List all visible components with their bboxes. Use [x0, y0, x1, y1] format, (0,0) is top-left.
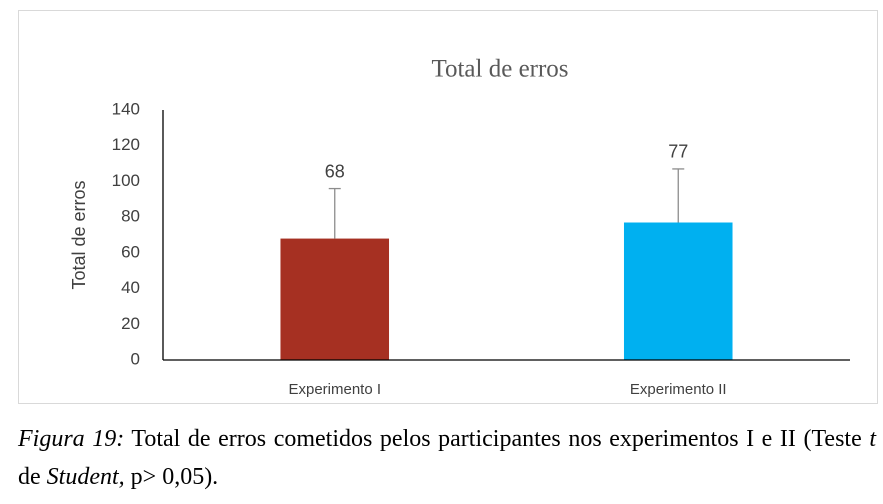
chart-title: Total de erros [431, 56, 568, 83]
chart: Total de erros Total de erros 0 20 40 60 80 1… [18, 10, 878, 404]
y-tick-label: 120 [112, 135, 140, 154]
y-tick-label: 20 [121, 314, 140, 333]
data-label: 77 [668, 142, 688, 162]
y-tick-label: 140 [112, 99, 140, 118]
y-tick-label: 80 [121, 207, 140, 226]
data-label: 68 [325, 161, 345, 181]
bar [280, 238, 390, 360]
caption-text: p> 0,05). [124, 464, 219, 490]
x-tick-label: Experimento II [630, 381, 727, 398]
caption-text: t [869, 426, 876, 452]
y-tick-label: 60 [121, 242, 140, 261]
caption-label: Figura 19: [18, 426, 125, 452]
y-tick-label: 100 [112, 171, 140, 190]
caption: Figura 19: Total de erros cometidos pelo… [18, 420, 876, 496]
chart-border [18, 10, 878, 404]
y-axis-label: Total de erros [69, 180, 89, 289]
bar [623, 222, 733, 360]
y-tick-label: 40 [121, 278, 140, 297]
caption-text: Student, [46, 464, 125, 490]
x-tick-label: Experimento I [288, 381, 381, 398]
caption-text: Total de erros cometidos pelos participa… [131, 426, 870, 452]
caption-text: de [18, 464, 47, 490]
y-tick-label: 0 [131, 349, 140, 368]
